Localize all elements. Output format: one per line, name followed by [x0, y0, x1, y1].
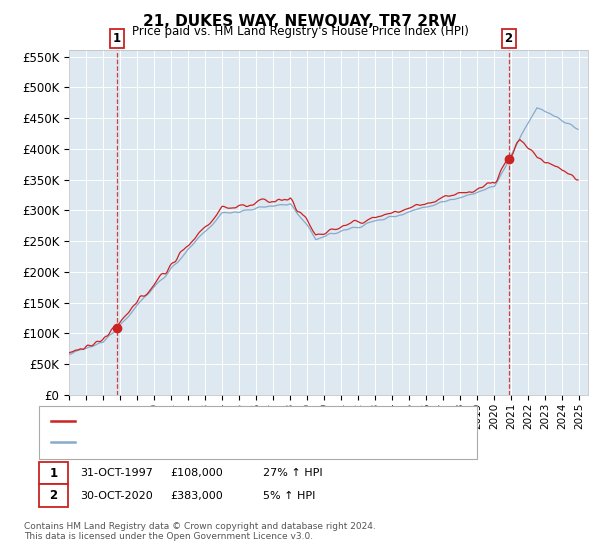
Text: Contains HM Land Registry data © Crown copyright and database right 2024.: Contains HM Land Registry data © Crown c… — [24, 522, 376, 531]
Text: 2: 2 — [505, 32, 512, 45]
Text: This data is licensed under the Open Government Licence v3.0.: This data is licensed under the Open Gov… — [24, 532, 313, 541]
Text: 2: 2 — [49, 489, 58, 502]
Text: £108,000: £108,000 — [170, 468, 223, 478]
Text: 30-OCT-2020: 30-OCT-2020 — [80, 491, 152, 501]
Text: Price paid vs. HM Land Registry's House Price Index (HPI): Price paid vs. HM Land Registry's House … — [131, 25, 469, 38]
Text: 21, DUKES WAY, NEWQUAY, TR7 2RW: 21, DUKES WAY, NEWQUAY, TR7 2RW — [143, 14, 457, 29]
Text: 27% ↑ HPI: 27% ↑ HPI — [263, 468, 322, 478]
Text: HPI: Average price, detached house, Cornwall: HPI: Average price, detached house, Corn… — [81, 437, 319, 447]
Text: 1: 1 — [49, 466, 58, 480]
Text: £383,000: £383,000 — [170, 491, 223, 501]
Text: 21, DUKES WAY, NEWQUAY, TR7 2RW (detached house): 21, DUKES WAY, NEWQUAY, TR7 2RW (detache… — [81, 416, 370, 426]
Text: 31-OCT-1997: 31-OCT-1997 — [80, 468, 152, 478]
Text: 5% ↑ HPI: 5% ↑ HPI — [263, 491, 315, 501]
Text: 1: 1 — [113, 32, 121, 45]
